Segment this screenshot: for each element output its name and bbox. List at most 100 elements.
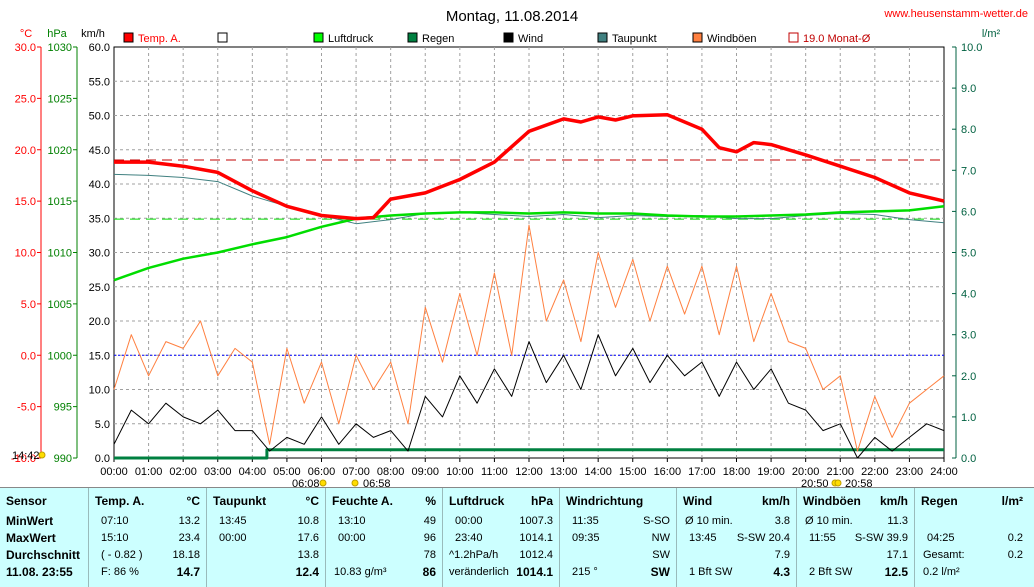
humidity-now-val: 86 (422, 565, 436, 579)
temp-max-val: 23.4 (178, 532, 200, 544)
stats-col-pressure: Luftdruck hPa 00:00 1007.3 23:40 1014.1 … (442, 488, 559, 587)
winddir-max-time: 09:35 (572, 532, 600, 544)
pressure-avg-val: 1012.4 (519, 549, 553, 561)
rain-tick-label: 9.0 (961, 83, 976, 95)
x-tick-label: 24:00 (930, 466, 958, 478)
rain-tick-label: 5.0 (961, 248, 976, 260)
wind-tick-label: 40.0 (89, 179, 110, 191)
wind-now-note: 1 Bft SW (689, 566, 733, 578)
rain-now-note: 0.2 l/m² (923, 566, 960, 578)
wind-tick-label: 0.0 (95, 453, 110, 465)
wind-avg-val: 7.9 (774, 549, 790, 561)
humidity-max-val: 96 (423, 532, 436, 544)
x-tick-label: 00:00 (100, 466, 128, 478)
dew-now-val: 12.4 (295, 565, 319, 579)
series-line-regen (114, 448, 944, 460)
pressure-tick-label: 1015 (48, 196, 72, 208)
sun-icon (38, 451, 46, 459)
series-line-temp-a- (114, 113, 945, 221)
wind-unit-label: km/h (761, 494, 790, 508)
x-tick-label: 17:00 (688, 466, 716, 478)
pressure-tick-label: 1025 (48, 93, 72, 105)
pressure-tick-label: 1005 (48, 299, 72, 311)
wind-tick-label: 50.0 (89, 111, 110, 123)
humidity-min-val: 49 (423, 515, 436, 527)
pressure-max-time: 23:40 (455, 532, 483, 544)
x-tick-label: 20:00 (792, 466, 820, 478)
winddir-now-note: 215 ° (572, 566, 598, 578)
x-tick-label: 15:00 (619, 466, 647, 478)
rain-r2-time: 04:25 (927, 532, 955, 544)
x-tick-label: 21:00 (826, 466, 854, 478)
temp-tick-label: 20.0 (15, 145, 36, 157)
sensor-avg-label: Durchschnitt (6, 548, 81, 562)
rain-tick-label: 1.0 (961, 412, 976, 424)
weather-chart: 30.0 25.0 20.0 15.0 10.0 5.0 0.0 -5.0 -10.0 1030 1… (11, 8, 1028, 487)
x-tick-label: 01:00 (135, 466, 163, 478)
series-line-luftdruck (113, 205, 945, 282)
gust-r2-note: S-SW 39.9 (854, 532, 908, 544)
rain-header: Regen (921, 494, 958, 508)
gust-r1-note: Ø 10 min. (805, 515, 853, 527)
chart-title: Montag, 11.08.2014 (446, 8, 578, 25)
sun-time-label: 06:08 (292, 478, 320, 487)
x-tick-label: 05:00 (273, 466, 301, 478)
pressure-min-time: 00:00 (455, 515, 483, 527)
pressure-now-val: 1014.1 (516, 565, 553, 579)
stats-panel: Sensor MinWert MaxWert Durchschnitt 11.0… (0, 487, 1034, 587)
gust-header: Windböen (803, 494, 861, 508)
rain-tick-label: 3.0 (961, 330, 976, 342)
x-tick-label: 11:00 (481, 466, 508, 478)
gust-avg-val: 17.1 (886, 549, 908, 561)
dew-max-val: 17.6 (297, 532, 319, 544)
x-tick-label: 10:00 (446, 466, 474, 478)
pressure-tick-label: 995 (54, 402, 72, 414)
x-tick-label: 14:00 (584, 466, 612, 478)
dew-max-time: 00:00 (219, 532, 247, 544)
temp-tick-label: -10.0 (11, 453, 36, 465)
temp-tick-label: 15.0 (15, 196, 36, 208)
x-tick-label: 06:00 (308, 466, 336, 478)
stats-col-temp: Temp. A. °C 07:10 13.2 15:10 23.4 ( - 0.… (88, 488, 206, 587)
winddir-header: Windrichtung (566, 494, 644, 508)
temp-avg-val: 18.18 (172, 549, 200, 561)
x-tick-label: 22:00 (861, 466, 889, 478)
sensor-min-label: MinWert (6, 514, 54, 528)
legend-swatch (313, 32, 324, 43)
wind-r2-note: S-SW 20.4 (736, 532, 790, 544)
humidity-avg-val: 78 (423, 549, 436, 561)
temp-header: Temp. A. (95, 494, 145, 508)
pressure-unit: hPa (47, 28, 67, 40)
legend-swatch (692, 32, 703, 43)
legend-swatch (503, 32, 514, 43)
winddir-min-time: 11:35 (572, 515, 599, 527)
pressure-max-val: 1014.1 (519, 532, 553, 544)
gust-now-val: 12.5 (884, 565, 908, 579)
winddir-now-val: SW (650, 565, 670, 579)
x-tick-label: 04:00 (239, 466, 267, 478)
temp-tick-label: -5.0 (17, 402, 36, 414)
humidity-now-note: 10.83 g/m³ (334, 566, 387, 578)
temp-now-val: 14.7 (176, 565, 200, 579)
gust-unit-label: km/h (879, 494, 908, 508)
wind-r1-note: Ø 10 min. (685, 515, 733, 527)
temp-min-time: 07:10 (101, 515, 129, 527)
sun-time-label: 20:50 (801, 478, 829, 487)
stats-col-dew: Taupunkt °C 13:45 10.8 00:00 17.6 13.8 1… (206, 488, 325, 587)
gust-r1-val: 11.3 (887, 515, 908, 527)
series-line-wind (113, 334, 945, 459)
wind-header: Wind (683, 494, 713, 508)
rain-tick-label: 4.0 (961, 289, 976, 301)
temp-unit-label: °C (186, 494, 200, 508)
humidity-unit-label: % (425, 494, 436, 508)
pressure-header: Luftdruck (449, 494, 505, 508)
legend-label: 19.0 Monat-Ø (803, 33, 871, 45)
winddir-avg-val: SW (652, 549, 670, 561)
temp-max-time: 15:10 (101, 532, 129, 544)
temp-now-note: F: 86 % (101, 566, 139, 578)
site-url[interactable]: www.heusenstamm-wetter.de (883, 8, 1028, 20)
x-tick-label: 09:00 (411, 466, 439, 478)
dew-header: Taupunkt (213, 494, 267, 508)
x-tick-label: 08:00 (377, 466, 405, 478)
rain-tick-label: 6.0 (961, 206, 976, 218)
